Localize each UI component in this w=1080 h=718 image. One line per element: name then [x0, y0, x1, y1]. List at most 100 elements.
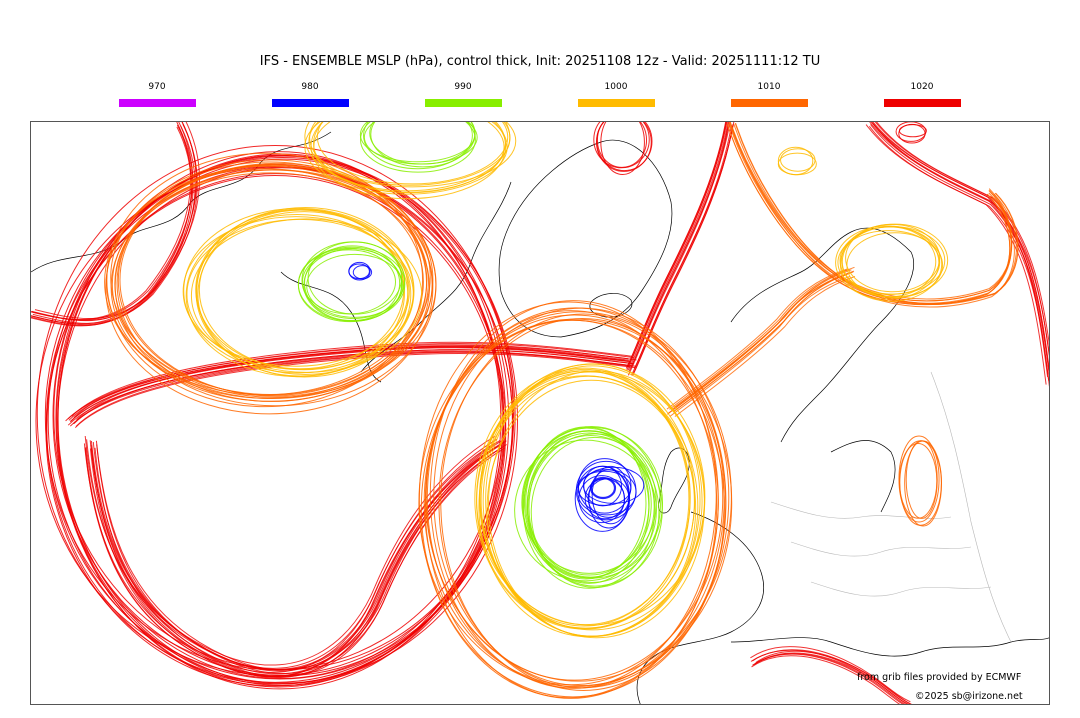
legend-item-1020: 1020	[883, 80, 961, 107]
isobar-1010	[673, 270, 855, 412]
isobar-1010	[117, 164, 428, 396]
coast-western-europe	[636, 511, 764, 704]
isobar-990	[363, 122, 478, 165]
isobar-1010	[424, 310, 718, 699]
isobar-1010	[429, 300, 717, 689]
isobar-990	[363, 122, 473, 170]
isobar-980	[582, 466, 645, 504]
isobar-1010	[425, 314, 724, 681]
isobar-1020	[754, 652, 908, 704]
isobar-1000	[839, 226, 943, 302]
border-line	[810, 581, 992, 597]
isobar-990	[530, 436, 660, 588]
isobar-1020	[31, 126, 194, 326]
isobar-980	[348, 261, 371, 281]
legend-swatch-970	[118, 99, 196, 107]
isobar-1010	[666, 268, 848, 410]
isobar-1020	[94, 447, 506, 678]
mslp-map	[31, 122, 1049, 704]
isobar-1010	[674, 276, 856, 417]
isobar-1000	[777, 152, 817, 176]
isobar-1020	[70, 346, 631, 422]
isobar-980	[577, 470, 632, 506]
isobar-1010	[898, 442, 938, 519]
isobar-990	[304, 245, 401, 322]
map-panel	[30, 121, 1050, 705]
isobar-1020	[596, 122, 648, 168]
isobar-1010	[731, 126, 1015, 308]
isobar-1000	[839, 226, 946, 295]
isobar-1000	[185, 213, 409, 378]
legend-label-970: 970	[148, 82, 166, 92]
legend-item-970: 970	[118, 80, 196, 107]
isobar-control	[589, 476, 617, 500]
legend-swatch-1020	[883, 99, 961, 107]
isobar-1010	[111, 169, 433, 400]
isobar-1020	[751, 655, 901, 704]
isobar-1000	[476, 375, 695, 629]
isobar-990	[528, 430, 650, 584]
coast-iceland	[589, 293, 633, 318]
isobar-1020	[31, 124, 193, 325]
isobar-1020	[89, 439, 501, 670]
isobar-1010	[729, 122, 1013, 302]
isobar-990	[306, 253, 404, 318]
isobar-1020	[34, 122, 200, 319]
borders	[770, 371, 1012, 643]
isobar-1020	[870, 124, 1049, 377]
isobar-1020	[596, 122, 653, 172]
isobar-1020	[75, 351, 637, 427]
isobar-1000	[313, 122, 505, 193]
isobar-1000	[845, 224, 941, 293]
isobar-1020	[626, 122, 727, 368]
isobar-990	[370, 122, 476, 168]
legend-item-980: 980	[271, 80, 349, 107]
isobar-1020	[870, 122, 1049, 371]
isobar-1020	[71, 341, 632, 417]
isobar-1010	[119, 162, 434, 397]
isobar-1010	[418, 318, 733, 688]
isobar-1000	[777, 146, 814, 176]
source-credit: from grib files provided by ECMWF	[857, 672, 1022, 683]
coast-scandinavia	[730, 227, 914, 443]
legend-item-1000: 1000	[577, 80, 655, 107]
isobar-1010	[726, 123, 1011, 306]
isobar-1020	[31, 122, 197, 322]
isobar-1020	[83, 442, 495, 673]
isobar-1010	[669, 276, 850, 417]
isobar-1000	[316, 122, 509, 185]
isobar-1000	[780, 148, 816, 172]
isobar-1020	[90, 444, 502, 675]
border-line	[930, 371, 1012, 643]
isobar-980	[352, 265, 373, 280]
isobar-clusters	[31, 122, 1049, 704]
isobar-1020	[872, 123, 1049, 356]
legend-swatch-1010	[730, 99, 808, 107]
legend-label-990: 990	[454, 82, 472, 92]
isobar-1000	[195, 208, 406, 377]
isobar-1020	[869, 125, 1049, 387]
isobar-980	[588, 469, 630, 529]
isobar-1010	[726, 124, 1011, 306]
isobar-1000	[846, 232, 944, 299]
isobar-990	[301, 241, 406, 320]
isobar-1020	[32, 124, 198, 324]
isobar-1020	[865, 124, 1047, 385]
isobar-1000	[183, 207, 414, 374]
border-line	[790, 541, 972, 557]
isobar-1010	[729, 122, 1013, 300]
isobar-1000	[196, 206, 415, 375]
legend-swatch-990	[424, 99, 502, 107]
isobar-1020	[47, 156, 519, 684]
isobar-1020	[96, 444, 507, 675]
isobar-1010	[420, 319, 725, 698]
isobar-1000	[482, 365, 703, 637]
legend-swatch-980	[271, 99, 349, 107]
isobar-1000	[304, 122, 511, 192]
isobar-1020	[68, 345, 629, 421]
legend-item-990: 990	[424, 80, 502, 107]
isobar-980	[574, 465, 631, 532]
legend-swatch-1000	[577, 99, 655, 107]
coast-hudson-bay	[280, 271, 382, 383]
isobar-1020	[67, 344, 629, 420]
